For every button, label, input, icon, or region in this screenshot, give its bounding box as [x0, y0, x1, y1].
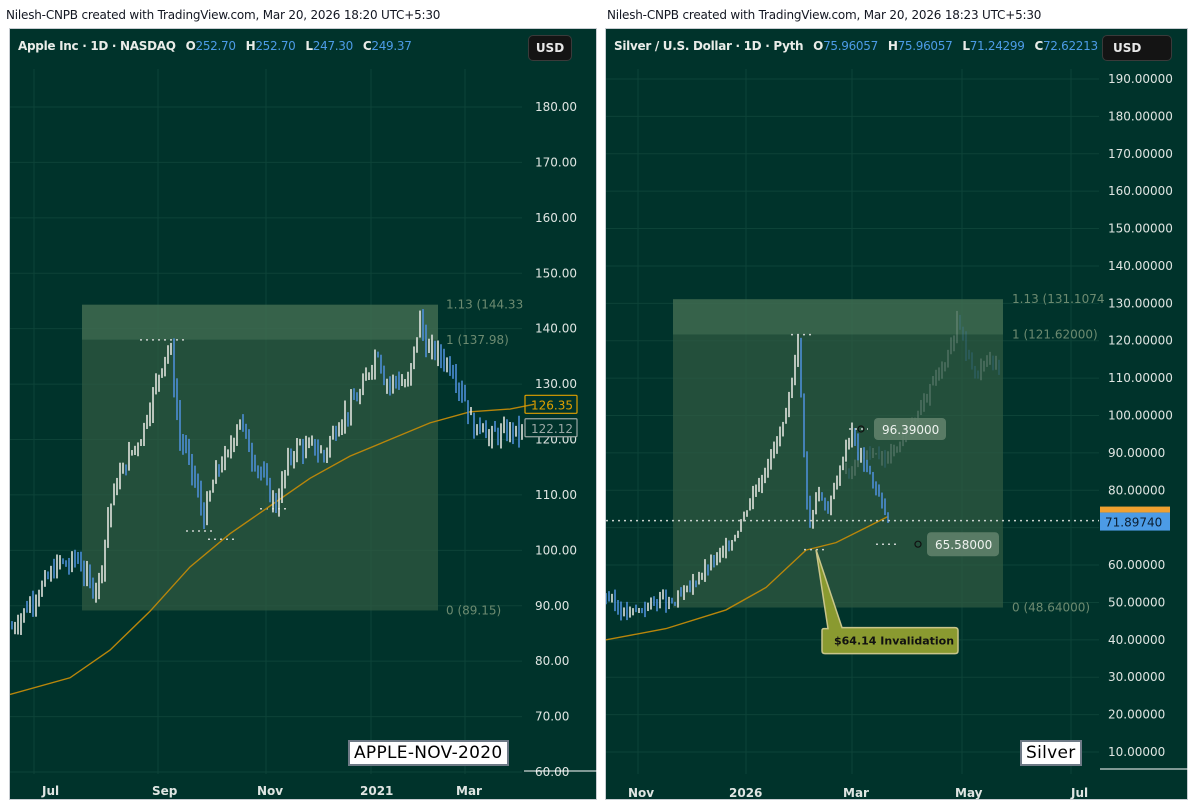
price-axis-label: 160.00000 [1108, 184, 1173, 198]
price-axis-label: 20.00000 [1108, 708, 1165, 722]
last-price-tag [1100, 512, 1170, 531]
symbol-legend: Apple Inc · 1D · NASDAQ O252.70 H252.70 … [18, 39, 412, 53]
price-axis-label: 60.00000 [1108, 558, 1165, 572]
price-axis-label: 170.00000 [1108, 147, 1173, 161]
price-axis-label: 100.00 [535, 543, 577, 557]
price-axis-label: 50.00000 [1108, 595, 1165, 609]
moving-average-line [606, 515, 889, 641]
ma-price-tag [524, 394, 578, 414]
silver-chart[interactable]: 1.13 (131.1074 1 (121.62000) 0 (48.64000) 9… [605, 28, 1189, 800]
price-axis-label: 110.00000 [1108, 371, 1173, 385]
time-axis-label: 2021 [360, 784, 393, 798]
price-axis-label: 80.00000 [1108, 483, 1165, 497]
fib-label-1: 1 (137.98) [446, 333, 509, 347]
price-axis-label: 130.00 [535, 377, 577, 391]
price-axis-label: 140.00000 [1108, 259, 1173, 273]
apple-chart[interactable]: 1.13 (144.33 1 (137.98) 0 (89.15) 180.00 170… [9, 28, 598, 800]
time-axis-label: Sep [152, 784, 178, 798]
price-axis-label: 80.00 [535, 654, 569, 668]
apple-chart-canvas[interactable]: 1.13 (144.33 1 (137.98) 0 (89.15) 180.00 170… [10, 29, 598, 800]
price-axis-label: 30.00000 [1108, 670, 1165, 684]
high-value: 252.70 [255, 39, 296, 53]
price-axis-label: 40.00000 [1108, 633, 1165, 647]
fib-label-0: 0 (89.15) [446, 603, 501, 617]
price-axis-label: 180.00000 [1108, 109, 1173, 123]
fib-label-1.13: 1.13 (144.33 [446, 298, 523, 312]
high-value: 75.96057 [897, 39, 953, 53]
fib-zone-retracement [673, 334, 1003, 608]
fib-zone-retracement [82, 339, 438, 611]
time-axis-label: May [955, 786, 983, 800]
time-axis-label: 2026 [729, 786, 762, 800]
high-label: H [887, 39, 898, 53]
open-label: O [813, 39, 824, 53]
price-axis-label: 90.00 [535, 599, 569, 613]
chart-stamp-label: APPLE-NOV-2020 [348, 740, 509, 766]
time-axis-label: Nov [628, 786, 654, 800]
invalidation-callout-text: $64.14 Invalidation [834, 635, 954, 648]
price-axis-label: 120.00000 [1108, 334, 1173, 348]
symbol-legend: Silver / U.S. Dollar · 1D · Pyth O75.960… [614, 39, 1098, 53]
price-axis-label: 170.00 [535, 155, 577, 169]
swing-low-label: 65.58000 [935, 538, 992, 552]
last-price-value: 122.12 [531, 422, 573, 436]
time-axis-label: Nov [257, 784, 283, 798]
high-label: H [245, 39, 256, 53]
close-label: C [1034, 39, 1043, 53]
symbol-name: Silver / U.S. Dollar · 1D · Pyth [614, 39, 804, 53]
price-axis-label: 70.00 [535, 710, 569, 724]
last-price-value: 71.89740 [1105, 516, 1162, 530]
price-axis-label: 10.00000 [1108, 745, 1165, 759]
price-axis-label: 160.00 [535, 211, 577, 225]
low-label: L [962, 39, 970, 53]
fib-label-1: 1 (121.62000) [1012, 328, 1098, 342]
close-value: 249.37 [371, 39, 412, 53]
chart-credit: Nilesh-CNPB created with TradingView.com… [6, 8, 441, 22]
swing-high-anchor [857, 425, 865, 433]
fib-zone-extension [673, 299, 1003, 335]
swing-low-label-box [927, 532, 999, 557]
moving-average-line [10, 403, 535, 696]
chart-stamp-label: Silver [1020, 740, 1082, 766]
swing-high-label-box [874, 417, 946, 440]
price-axis-label: 150.00000 [1108, 222, 1173, 236]
price-axis-label: 110.00 [535, 488, 577, 502]
price-axis-label: 90.00000 [1108, 446, 1165, 460]
symbol-name: Apple Inc · 1D · NASDAQ [18, 39, 176, 53]
time-axis-label: Jul [1070, 786, 1088, 800]
fib-zone-extension [82, 304, 438, 340]
price-axis-label: 150.00 [535, 266, 577, 280]
price-axis-label: 140.00 [535, 322, 577, 336]
price-axis-label: 60.00 [535, 765, 569, 779]
fib-label-1.13: 1.13 (131.1074 [1012, 292, 1104, 306]
low-value: 247.30 [312, 39, 354, 53]
time-axis-label: Jul [41, 784, 59, 798]
currency-button[interactable]: USD [1102, 35, 1172, 61]
swing-low-anchor [914, 540, 922, 548]
price-axis-label: 130.00000 [1108, 296, 1173, 310]
ma-price-tag-strip [1100, 506, 1170, 513]
apple-panel: Nilesh-CNPB created with TradingView.com… [6, 8, 598, 800]
last-price-tag [524, 418, 578, 438]
open-value: 252.70 [195, 39, 236, 53]
close-label: C [362, 39, 372, 53]
invalidation-callout [815, 549, 959, 655]
open-value: 75.96057 [823, 39, 878, 53]
chart-credit: Nilesh-CNPB created with TradingView.com… [607, 8, 1042, 22]
time-axis-label: Mar [456, 784, 482, 798]
swing-high-label: 96.39000 [882, 423, 939, 437]
silver-chart-canvas[interactable]: 1.13 (131.1074 1 (121.62000) 0 (48.64000) 9… [606, 29, 1189, 800]
fib-label-0: 0 (48.64000) [1012, 601, 1090, 615]
silver-panel: Nilesh-CNPB created with TradingView.com… [600, 0, 1190, 800]
time-axis-label: Mar [843, 786, 869, 800]
open-label: O [185, 39, 196, 53]
currency-button[interactable]: USD [528, 35, 572, 61]
low-value: 71.24299 [969, 39, 1025, 53]
price-axis-label: 100.00000 [1108, 409, 1173, 423]
close-value: 72.62213 [1042, 39, 1098, 53]
ma-price-value: 126.35 [531, 398, 573, 412]
low-label: L [305, 39, 313, 53]
price-axis-label: 180.00 [535, 100, 577, 114]
price-axis-label: 190.00000 [1108, 72, 1173, 86]
